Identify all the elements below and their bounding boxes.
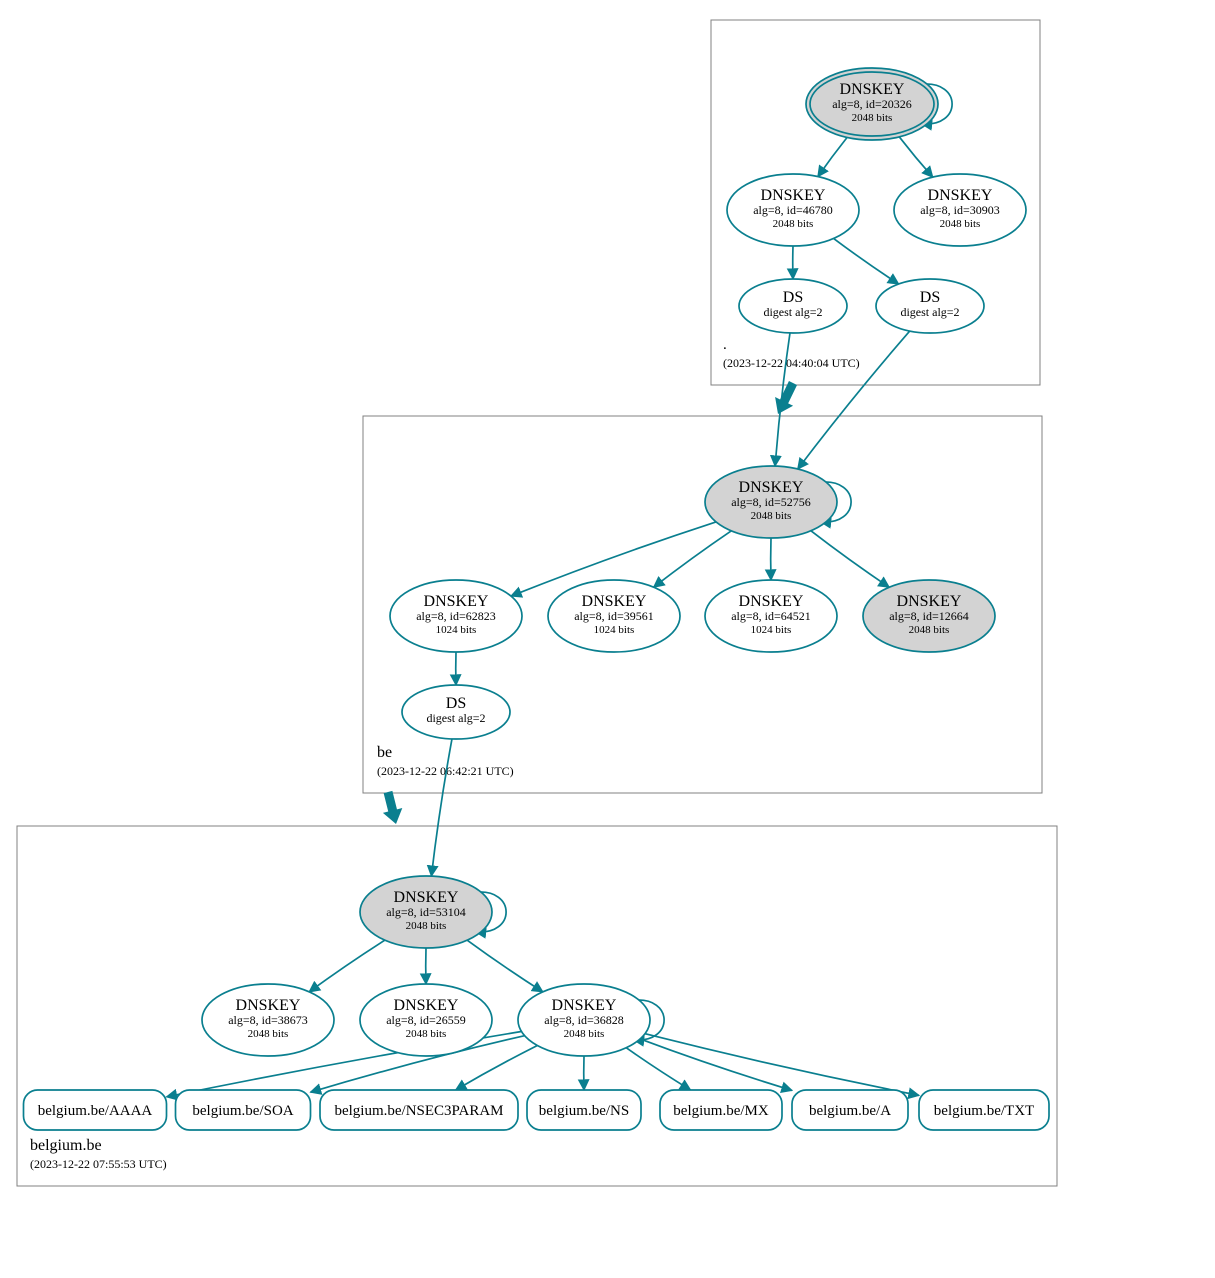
node-subtitle: alg=8, id=12664 — [889, 609, 969, 623]
node-title: DS — [920, 289, 940, 306]
node-record-label: belgium.be/MX — [673, 1103, 769, 1119]
node-subtitle: alg=8, id=38673 — [228, 1013, 308, 1027]
node-subtitle: alg=8, id=36828 — [544, 1013, 624, 1027]
node-subtitle: alg=8, id=20326 — [832, 97, 912, 111]
node-subtitle: digest alg=2 — [900, 305, 959, 319]
node-subtitle2: 2048 bits — [773, 218, 814, 230]
zone-label: . — [723, 337, 727, 353]
node-subtitle2: 1024 bits — [436, 624, 477, 636]
node-subtitle2: 2048 bits — [406, 1028, 447, 1040]
node-subtitle2: 1024 bits — [751, 624, 792, 636]
node-title: DNSKEY — [582, 593, 647, 610]
node-title: DNSKEY — [552, 997, 617, 1014]
node-subtitle: alg=8, id=62823 — [416, 609, 496, 623]
node-title: DNSKEY — [739, 479, 804, 496]
node-subtitle2: 2048 bits — [852, 112, 893, 124]
node-record-label: belgium.be/AAAA — [38, 1103, 153, 1119]
node-subtitle: alg=8, id=26559 — [386, 1013, 466, 1027]
node-subtitle: alg=8, id=52756 — [731, 495, 811, 509]
node-subtitle2: 1024 bits — [594, 624, 635, 636]
dnssec-diagram: . (2023-12-22 04:40:04 UTC) be (2023-12-22 … — [0, 0, 1215, 1278]
node-subtitle: alg=8, id=30903 — [920, 203, 1000, 217]
zone-label: be — [377, 744, 392, 761]
zone-label: belgium.be — [30, 1137, 102, 1154]
zone-timestamp: (2023-12-22 04:40:04 UTC) — [723, 356, 860, 370]
node-record-label: belgium.be/NSEC3PARAM — [334, 1103, 503, 1119]
node-title: DNSKEY — [394, 997, 459, 1014]
node-subtitle: alg=8, id=64521 — [731, 609, 811, 623]
node-subtitle: digest alg=2 — [426, 711, 485, 725]
node-title: DNSKEY — [840, 81, 905, 98]
node-title: DNSKEY — [236, 997, 301, 1014]
node-subtitle2: 2048 bits — [909, 624, 950, 636]
node-title: DNSKEY — [739, 593, 804, 610]
node-subtitle: alg=8, id=39561 — [574, 609, 654, 623]
node-record-label: belgium.be/A — [809, 1103, 891, 1119]
node-title: DS — [446, 695, 466, 712]
node-subtitle: digest alg=2 — [763, 305, 822, 319]
node-subtitle: alg=8, id=46780 — [753, 203, 833, 217]
zone-timestamp: (2023-12-22 07:55:53 UTC) — [30, 1157, 167, 1171]
node-subtitle2: 2048 bits — [940, 218, 981, 230]
node-subtitle: alg=8, id=53104 — [386, 905, 466, 919]
node-subtitle2: 2048 bits — [751, 510, 792, 522]
node-title: DNSKEY — [394, 889, 459, 906]
node-record-label: belgium.be/SOA — [192, 1103, 293, 1119]
node-title: DNSKEY — [424, 593, 489, 610]
node-subtitle2: 2048 bits — [248, 1028, 289, 1040]
node-title: DNSKEY — [928, 187, 993, 204]
node-title: DS — [783, 289, 803, 306]
node-subtitle2: 2048 bits — [564, 1028, 605, 1040]
node-record-label: belgium.be/TXT — [934, 1103, 1034, 1119]
node-subtitle2: 2048 bits — [406, 920, 447, 932]
node-record-label: belgium.be/NS — [539, 1103, 629, 1119]
node-title: DNSKEY — [897, 593, 962, 610]
node-title: DNSKEY — [761, 187, 826, 204]
